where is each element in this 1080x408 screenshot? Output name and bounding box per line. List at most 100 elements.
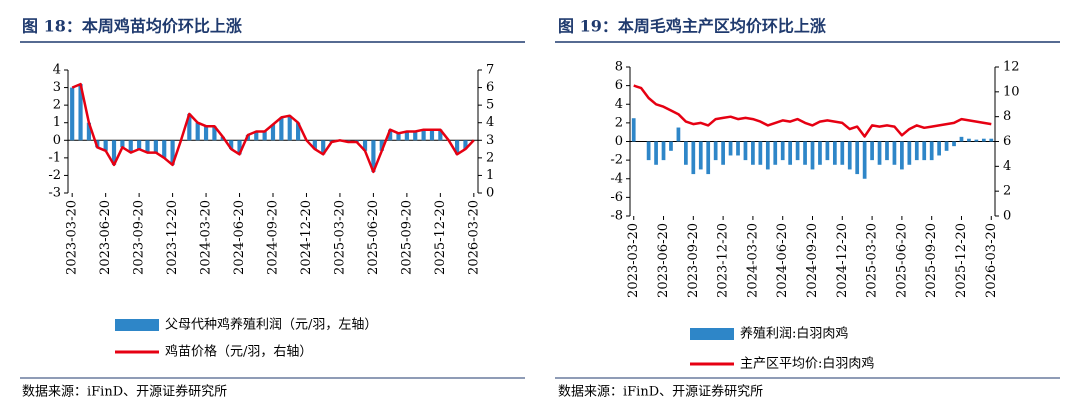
y-tick-label: -4 xyxy=(610,171,623,186)
bar xyxy=(669,141,673,151)
x-tick-label: 2023-06-20 xyxy=(98,200,113,275)
x-tick-label: 2024-03-20 xyxy=(199,200,214,275)
bar xyxy=(279,117,284,141)
x-tick-label: 2026-03-20 xyxy=(466,200,481,275)
y-tick-label: -2 xyxy=(610,153,623,168)
y-tick-label: -3 xyxy=(48,186,61,201)
bar xyxy=(203,126,209,141)
bar xyxy=(914,141,919,161)
bar xyxy=(145,140,150,153)
bar xyxy=(237,140,242,155)
bar xyxy=(312,140,317,150)
bar xyxy=(832,141,837,165)
bar xyxy=(661,141,666,161)
line xyxy=(71,82,475,174)
x-tick-label: 2024-03-20 xyxy=(745,223,760,298)
bar xyxy=(153,140,158,153)
bar xyxy=(818,141,822,165)
x-tick-label: 2024-06-20 xyxy=(232,200,247,275)
bar xyxy=(429,129,435,141)
bar xyxy=(631,118,636,142)
bar xyxy=(758,141,763,165)
y2-tick-label: 1 xyxy=(486,168,494,183)
y-tick-label: 0 xyxy=(53,133,61,148)
y-tick-label: 2 xyxy=(615,115,623,130)
x-tick-label: 2025-12-20 xyxy=(433,200,448,275)
bar xyxy=(698,141,703,170)
x-tick-label: 2023-12-20 xyxy=(716,223,731,298)
legend-label: 养殖利润:白羽肉鸡 xyxy=(740,326,848,342)
y2-tick-label: 4 xyxy=(1003,159,1011,174)
y2-tick-label: 2 xyxy=(1003,184,1011,199)
bar xyxy=(713,141,718,161)
bar xyxy=(684,141,688,165)
bar xyxy=(981,138,986,142)
y2-tick-label: 0 xyxy=(1003,209,1011,224)
bar xyxy=(254,131,259,141)
legend-swatch xyxy=(115,319,159,331)
x-tick-label: 2023-12-20 xyxy=(165,200,180,275)
bar xyxy=(70,87,75,141)
bar xyxy=(170,140,175,165)
bar xyxy=(780,141,785,161)
bar xyxy=(438,129,443,141)
bar xyxy=(870,141,874,161)
bar xyxy=(296,122,301,141)
bar xyxy=(371,140,376,172)
source: 数据来源：iFinD、开源证券研究所 xyxy=(22,384,227,400)
x-tick-label: 2024-06-20 xyxy=(775,223,790,298)
y-tick-label: -2 xyxy=(48,168,61,183)
y2-tick-label: 6 xyxy=(1003,134,1011,149)
y-tick-label: -1 xyxy=(48,150,61,165)
bar xyxy=(212,126,217,141)
line xyxy=(633,84,992,138)
bar xyxy=(362,140,368,151)
bar xyxy=(654,141,658,165)
x-tick-label: 2025-06-20 xyxy=(366,200,381,275)
bar xyxy=(454,140,460,155)
chart-title: 图 19：本周毛鸡主产区均价环比上涨 xyxy=(558,17,826,36)
bar xyxy=(195,122,200,141)
bar xyxy=(900,141,904,170)
bar xyxy=(937,141,941,156)
bar xyxy=(413,131,418,141)
y-tick-label: 3 xyxy=(53,80,61,95)
bar xyxy=(974,139,979,142)
bar xyxy=(810,141,815,170)
chart-title: 图 18：本周鸡苗均价环比上涨 xyxy=(22,17,242,36)
bar xyxy=(877,141,882,165)
legend-label: 主产区平均价:白羽肉鸡 xyxy=(740,356,874,372)
bar xyxy=(892,141,897,165)
bar xyxy=(676,127,681,142)
y-tick-label: 1 xyxy=(53,115,61,130)
bar xyxy=(751,141,755,165)
bar xyxy=(885,141,889,161)
bar xyxy=(646,141,651,161)
bar xyxy=(907,141,912,165)
y2-tick-label: 6 xyxy=(486,80,494,95)
x-tick-label: 2025-06-20 xyxy=(894,223,909,298)
bar xyxy=(162,140,167,158)
bar xyxy=(229,140,234,150)
y-tick-label: 0 xyxy=(615,134,623,149)
bar xyxy=(773,141,778,165)
bar xyxy=(137,140,142,150)
bar xyxy=(855,141,860,175)
x-tick-label: 2024-09-20 xyxy=(266,200,281,275)
bar xyxy=(847,141,852,170)
x-tick-label: 2025-03-20 xyxy=(332,200,347,275)
y2-tick-label: 2 xyxy=(486,150,494,165)
x-tick-label: 2025-09-20 xyxy=(399,200,414,275)
x-tick-label: 2023-09-20 xyxy=(132,200,147,275)
bar xyxy=(187,113,192,141)
y-tick-label: -6 xyxy=(610,190,623,205)
x-tick-label: 2025-09-20 xyxy=(924,223,939,298)
y-tick-label: 8 xyxy=(615,60,623,75)
bar xyxy=(128,140,133,153)
bar xyxy=(795,141,800,161)
y2-tick-label: 0 xyxy=(486,186,494,201)
y-tick-label: 6 xyxy=(615,78,623,93)
bar xyxy=(421,129,426,141)
bar xyxy=(922,141,927,161)
